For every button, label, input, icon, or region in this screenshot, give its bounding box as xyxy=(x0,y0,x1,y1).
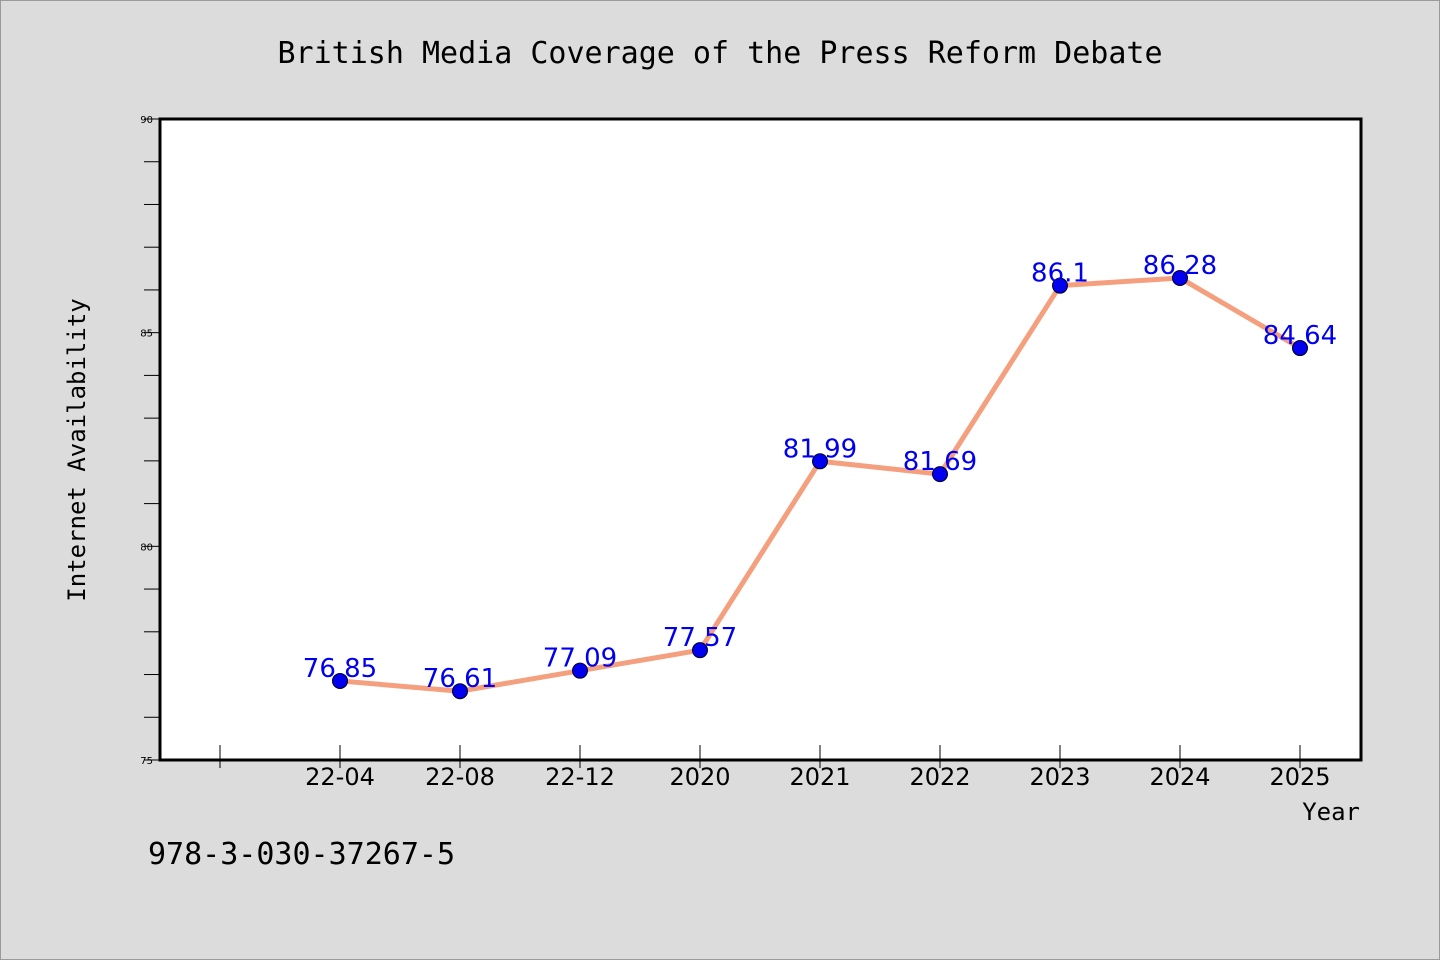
data-point xyxy=(1172,269,1188,286)
data-point xyxy=(1052,277,1068,294)
data-point xyxy=(452,683,468,700)
x-tick-label: 2023 xyxy=(1029,763,1090,791)
data-label: 86.1 xyxy=(1031,259,1089,289)
x-tick-label: 2024 xyxy=(1149,763,1210,791)
data-point xyxy=(692,642,708,659)
x-axis-ticks: 22-04 22-08 22-12 2020 2021 2022 2023 2024 2025 xyxy=(219,745,1331,791)
x-tick-label: 22-08 xyxy=(425,763,495,791)
x-tick-label: 22-12 xyxy=(545,763,615,791)
x-axis-label: Year xyxy=(1302,798,1360,826)
y-axis-label: Internet Availability xyxy=(63,298,91,601)
y-axis-ticks: 75 80 85 90 xyxy=(140,115,159,767)
x-tick-label: 2025 xyxy=(1269,763,1330,791)
plot-area xyxy=(158,117,1363,762)
data-label: 84.64 xyxy=(1263,321,1337,351)
isbn-footer: 978-3-030-37267-5 xyxy=(148,837,455,872)
y-tick-label: 85 xyxy=(140,329,153,340)
y-tick-label: 80 xyxy=(140,542,153,553)
data-label: 77.09 xyxy=(543,644,617,674)
y-tick-label: 75 xyxy=(140,756,153,767)
data-label: 76.85 xyxy=(303,654,377,684)
data-label: 77.57 xyxy=(663,623,737,653)
chart-title: British Media Coverage of the Press Refo… xyxy=(277,36,1162,71)
series-line-group: 76.85 76.61 77.09 77.57 81.99 81.69 86.1 86.28 8… xyxy=(303,251,1337,700)
x-tick-label: 2020 xyxy=(669,763,730,791)
data-label: 81.69 xyxy=(903,447,977,477)
x-tick-label: 2021 xyxy=(789,763,850,791)
data-point xyxy=(1292,340,1308,357)
data-point xyxy=(812,453,828,470)
data-point xyxy=(572,662,588,679)
data-label: 86.28 xyxy=(1143,251,1217,281)
y-tick-label: 90 xyxy=(140,115,153,126)
data-label: 76.61 xyxy=(423,664,497,694)
x-tick-label: 22-04 xyxy=(305,763,375,791)
x-tick-label: 2022 xyxy=(909,763,970,791)
data-point xyxy=(932,466,948,483)
data-label: 81.99 xyxy=(783,434,857,464)
data-point xyxy=(332,672,348,689)
